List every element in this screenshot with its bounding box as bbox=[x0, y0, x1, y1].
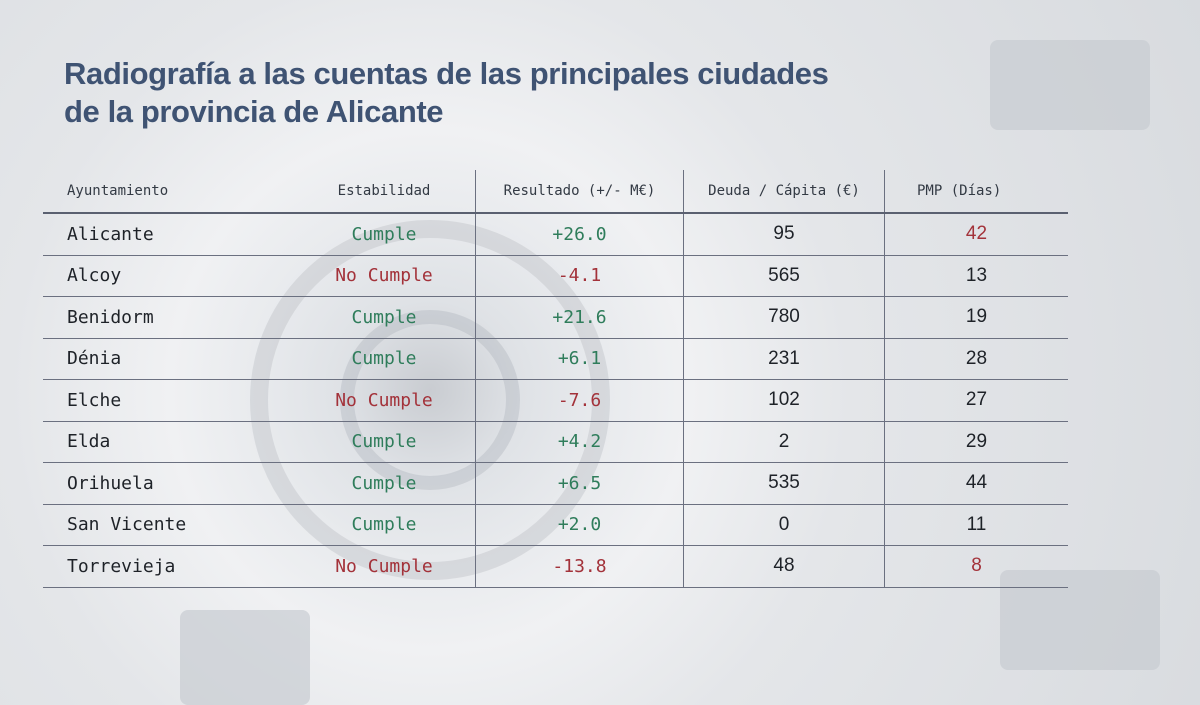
cell-resultado: +6.1 bbox=[475, 338, 684, 380]
cell-resultado: -13.8 bbox=[475, 545, 684, 588]
table-row: Orihuela Cumple +6.5 535 44 bbox=[43, 462, 1068, 505]
cell-estabilidad: Cumple bbox=[293, 504, 476, 546]
cell-estabilidad: Cumple bbox=[293, 462, 476, 505]
cell-deuda: 48 bbox=[683, 545, 885, 588]
table-row: Elche No Cumple -7.6 102 27 bbox=[43, 379, 1068, 422]
cell-deuda: 0 bbox=[683, 504, 885, 546]
cell-resultado: +2.0 bbox=[475, 504, 684, 546]
cell-resultado: +6.5 bbox=[475, 462, 684, 505]
cell-pmp: 8 bbox=[884, 545, 1068, 588]
cell-deuda: 2 bbox=[683, 421, 885, 463]
hinge-decoration bbox=[990, 40, 1150, 130]
cell-deuda: 535 bbox=[683, 462, 885, 505]
title-line-2: de la provincia de Alicante bbox=[64, 94, 444, 129]
cell-resultado: -4.1 bbox=[475, 255, 684, 297]
table-row: Torrevieja No Cumple -13.8 48 8 bbox=[43, 545, 1068, 588]
header-ayuntamiento: Ayuntamiento bbox=[43, 170, 293, 214]
cell-pmp: 13 bbox=[884, 255, 1068, 297]
cell-ayuntamiento: Dénia bbox=[43, 338, 293, 380]
header-pmp: PMP (Días) bbox=[884, 170, 1068, 214]
table-row: Dénia Cumple +6.1 231 28 bbox=[43, 338, 1068, 380]
data-table: Ayuntamiento Estabilidad Resultado (+/- … bbox=[43, 170, 1068, 588]
cell-ayuntamiento: San Vicente bbox=[43, 504, 293, 546]
cell-pmp: 11 bbox=[884, 504, 1068, 546]
table-row: San Vicente Cumple +2.0 0 11 bbox=[43, 504, 1068, 546]
cell-estabilidad: No Cumple bbox=[293, 545, 476, 588]
cell-deuda: 95 bbox=[683, 213, 885, 256]
cell-pmp: 27 bbox=[884, 379, 1068, 422]
cell-ayuntamiento: Orihuela bbox=[43, 462, 293, 505]
page-title: Radiografía a las cuentas de las princip… bbox=[64, 55, 829, 131]
cell-resultado: +26.0 bbox=[475, 213, 684, 256]
cell-pmp: 29 bbox=[884, 421, 1068, 463]
cell-resultado: +4.2 bbox=[475, 421, 684, 463]
cell-estabilidad: No Cumple bbox=[293, 255, 476, 297]
table-row: Benidorm Cumple +21.6 780 19 bbox=[43, 296, 1068, 339]
header-estabilidad: Estabilidad bbox=[293, 170, 476, 214]
cell-estabilidad: Cumple bbox=[293, 213, 476, 256]
cell-pmp: 28 bbox=[884, 338, 1068, 380]
header-resultado: Resultado (+/- M€) bbox=[475, 170, 684, 214]
table-row: Alicante Cumple +26.0 95 42 bbox=[43, 213, 1068, 256]
cell-pmp: 44 bbox=[884, 462, 1068, 505]
cell-ayuntamiento: Alcoy bbox=[43, 255, 293, 297]
header-deuda: Deuda / Cápita (€) bbox=[683, 170, 885, 214]
cell-estabilidad: Cumple bbox=[293, 338, 476, 380]
header-row: Ayuntamiento Estabilidad Resultado (+/- … bbox=[43, 170, 1068, 214]
cell-ayuntamiento: Elche bbox=[43, 379, 293, 422]
table-row: Elda Cumple +4.2 2 29 bbox=[43, 421, 1068, 463]
cell-deuda: 780 bbox=[683, 296, 885, 339]
cell-pmp: 42 bbox=[884, 213, 1068, 256]
cell-estabilidad: Cumple bbox=[293, 421, 476, 463]
cell-ayuntamiento: Alicante bbox=[43, 213, 293, 256]
title-line-1: Radiografía a las cuentas de las princip… bbox=[64, 56, 829, 91]
cell-ayuntamiento: Elda bbox=[43, 421, 293, 463]
cell-estabilidad: Cumple bbox=[293, 296, 476, 339]
cell-deuda: 231 bbox=[683, 338, 885, 380]
cell-estabilidad: No Cumple bbox=[293, 379, 476, 422]
hinge-decoration bbox=[180, 610, 310, 705]
cell-pmp: 19 bbox=[884, 296, 1068, 339]
table-row: Alcoy No Cumple -4.1 565 13 bbox=[43, 255, 1068, 297]
cell-resultado: -7.6 bbox=[475, 379, 684, 422]
cell-deuda: 102 bbox=[683, 379, 885, 422]
cell-ayuntamiento: Torrevieja bbox=[43, 545, 293, 588]
cell-ayuntamiento: Benidorm bbox=[43, 296, 293, 339]
cell-deuda: 565 bbox=[683, 255, 885, 297]
cell-resultado: +21.6 bbox=[475, 296, 684, 339]
